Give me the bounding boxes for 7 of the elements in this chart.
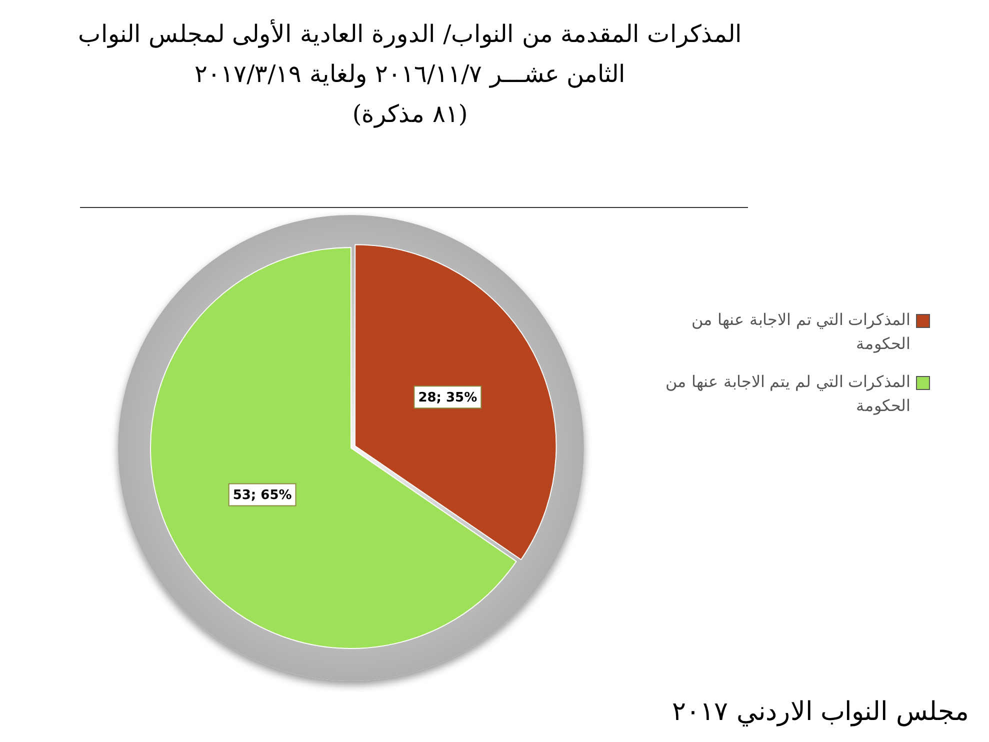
text: مجلس النواب الاردني ٢٠١٧ bbox=[672, 696, 969, 727]
chart-title: المذكرات المقدمة من النواب/ الدورة العادية الأولى لمجلس النواب الثامن عشـــر ٢٠١٦/١١/٧ ولغاية ٢٠١٧/٣/١٩ bbox=[76, 18, 744, 90]
legend-label: المذكرات التي لم يتم الاجابة عنها من الحكومة bbox=[664, 371, 910, 417]
data-label: 53; 65% bbox=[232, 488, 292, 504]
chart-subtitle: (٨١ مذكرة) bbox=[351, 99, 469, 130]
data-label: 28; 35% bbox=[418, 390, 478, 406]
legend-label: المذكرات التي تم الاجابة عنها من الحكومة bbox=[690, 309, 910, 355]
